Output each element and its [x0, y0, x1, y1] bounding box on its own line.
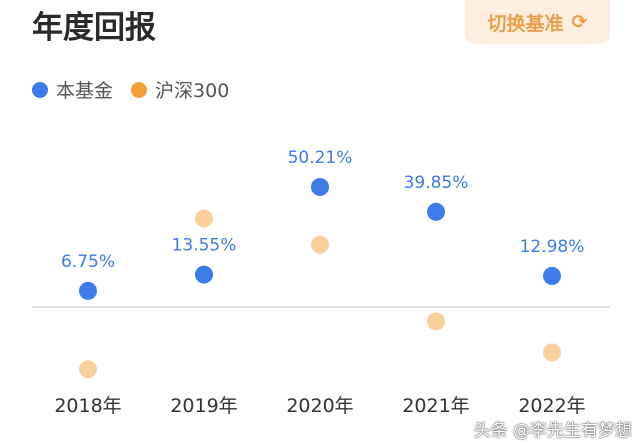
hs300-point [427, 312, 445, 331]
watermark: 头条 @李先生有梦想 [473, 421, 632, 441]
refresh-icon: ⟳ [571, 11, 588, 33]
data-label: 12.98% [520, 237, 585, 257]
fund-point [543, 266, 561, 285]
legend-dot-icon [131, 81, 148, 98]
legend-item-hs300: 沪深300 [131, 76, 229, 103]
data-label: 6.75% [61, 252, 115, 272]
legend-label: 沪深300 [155, 80, 230, 102]
fund-point [311, 177, 329, 196]
hs300-point [195, 209, 213, 228]
x-tick-label: 2019年 [170, 395, 237, 417]
hs300-point [311, 235, 329, 254]
hs300-point [79, 360, 97, 379]
legend-label: 本基金 [56, 80, 114, 102]
data-label: 50.21% [288, 148, 353, 168]
data-label: 39.85% [404, 173, 469, 193]
x-tick-label: 2022年 [518, 395, 585, 417]
legend-dot-icon [32, 81, 48, 98]
legend-item-fund: 本基金 [32, 76, 113, 103]
switch-benchmark-label: 切换基准 [487, 12, 564, 35]
page-title: 年度回报 [32, 10, 156, 46]
x-tick-label: 2020年 [286, 395, 353, 417]
x-tick-label: 2018年 [54, 395, 121, 417]
fund-point [79, 281, 97, 300]
fund-point [427, 202, 445, 221]
switch-benchmark-button[interactable]: 切换基准 ⟳ [465, 0, 610, 44]
hs300-point [543, 343, 561, 362]
x-tick-label: 2021年 [402, 395, 469, 417]
fund-point [195, 265, 213, 284]
chart-legend: 本基金 沪深300 [32, 76, 247, 103]
data-label: 13.55% [172, 236, 237, 256]
